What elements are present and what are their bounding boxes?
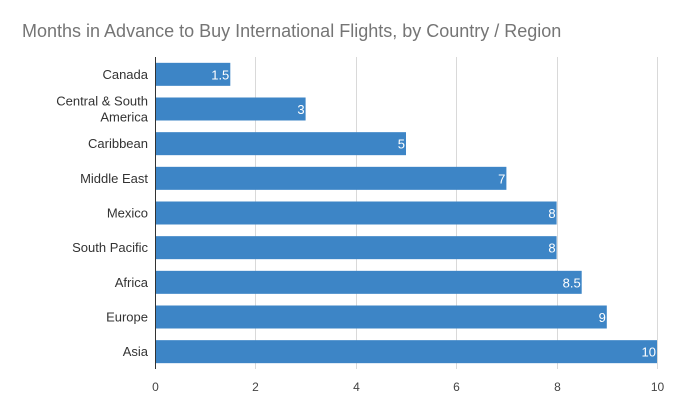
category-label-line: Asia	[123, 344, 149, 359]
category-label-line: Africa	[115, 275, 149, 290]
bar-value-label: 9	[599, 310, 606, 325]
category-label-line: Europe	[106, 310, 148, 325]
bar-value-label: 1.5	[211, 67, 229, 82]
x-tick-label: 6	[453, 380, 460, 394]
bar	[156, 97, 306, 121]
category-labels: Canada Central & South America Caribbean Mid…	[56, 67, 149, 359]
category-label: Europe	[106, 310, 148, 325]
category-label-line: South Pacific	[72, 240, 148, 255]
bar-value-label: 8	[548, 206, 555, 221]
category-label-line: Central & South	[56, 94, 148, 109]
category-label: Central & South America	[56, 94, 149, 125]
bar-value-label: 10	[642, 345, 656, 360]
x-tick-label: 4	[353, 380, 360, 394]
category-label-line: Middle East	[80, 171, 148, 186]
category-label: Middle East	[80, 171, 148, 186]
category-label: Asia	[123, 344, 149, 359]
category-label-line: Canada	[102, 67, 148, 82]
chart-title: Months in Advance to Buy International F…	[22, 21, 562, 41]
x-tick-label: 8	[554, 380, 561, 394]
x-tick-label: 10	[651, 380, 665, 394]
bar	[156, 166, 507, 190]
bar-value-label: 3	[297, 102, 304, 117]
category-label: Caribbean	[88, 136, 148, 151]
category-label-line: Caribbean	[88, 136, 148, 151]
bar-value-label: 7	[498, 171, 505, 186]
x-tick-label: 2	[252, 380, 259, 394]
category-label: Mexico	[107, 206, 148, 221]
bar-value-label: 8	[548, 241, 555, 256]
category-label-line: Mexico	[107, 206, 148, 221]
category-label-line: America	[100, 110, 148, 125]
x-axis-ticks: 0 2 4 6 8 10	[152, 380, 664, 394]
bar	[156, 132, 406, 156]
x-tick-label: 0	[152, 380, 159, 394]
category-label: South Pacific	[72, 240, 148, 255]
bar-value-label: 8.5	[563, 275, 581, 290]
bar-value-label: 5	[398, 137, 405, 152]
bar	[156, 305, 607, 329]
bar	[156, 236, 557, 260]
bars: 1.5 3 5 7 8 8 8.5 9 10	[156, 62, 657, 364]
bar	[156, 270, 582, 294]
bar	[156, 340, 657, 364]
category-label: Canada	[102, 67, 148, 82]
bar	[156, 201, 557, 225]
category-label: Africa	[115, 275, 149, 290]
bar	[156, 62, 231, 86]
